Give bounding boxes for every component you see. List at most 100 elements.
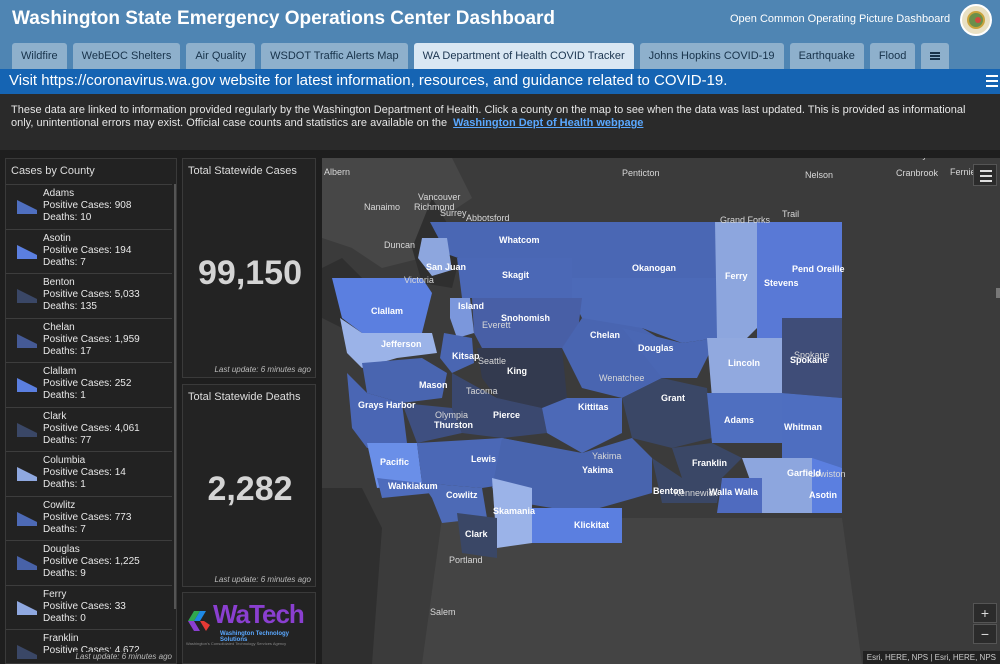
map-layer-list-button[interactable]: [973, 164, 997, 186]
county-list-item[interactable]: Ferry Positive Cases: 33 Deaths: 0: [6, 584, 172, 630]
county-list-item[interactable]: Clallam Positive Cases: 252 Deaths: 1: [6, 362, 172, 407]
county-deaths: Deaths: 10: [43, 212, 92, 223]
map-city-label: Surrey: [440, 208, 467, 218]
county-list-item[interactable]: Douglas Positive Cases: 1,225 Deaths: 9: [6, 540, 172, 585]
county-symbol-icon: [17, 200, 37, 214]
county-kitsap: [440, 333, 474, 373]
covid-county-map[interactable]: Penticton Nelson Cranbrook Fernie Albern…: [322, 158, 1000, 664]
map-county-label: Jefferson: [381, 339, 422, 349]
county-list-item[interactable]: Columbia Positive Cases: 14 Deaths: 1: [6, 451, 172, 496]
watech-logo-card[interactable]: WaTech Washington Technology Solutions W…: [182, 592, 316, 664]
map-county-label: Clark: [465, 529, 489, 539]
map-city-label: Duncan: [384, 240, 415, 250]
county-skamania: [492, 478, 532, 548]
county-symbol-icon: [17, 422, 37, 437]
map-scroll-indicator: [996, 288, 1000, 298]
map-city-label: Victoria: [404, 275, 434, 285]
county-list-item[interactable]: Adams Positive Cases: 908 Deaths: 10: [6, 184, 172, 229]
county-deaths: Deaths: 9: [43, 568, 86, 579]
map-county-label: Benton: [653, 486, 684, 496]
county-polygons: [332, 222, 842, 558]
tab-johns-hopkins[interactable]: Johns Hopkins COVID-19: [639, 43, 784, 69]
county-wahkiakum: [377, 478, 432, 498]
county-name: Franklin: [43, 633, 79, 644]
county-symbol-icon: [17, 289, 37, 303]
tab-webeoc-shelters[interactable]: WebEOC Shelters: [72, 43, 181, 69]
county-name: Asotin: [43, 232, 71, 244]
county-klickitat: [532, 508, 622, 543]
tab-air-quality[interactable]: Air Quality: [186, 43, 256, 69]
total-cases-value: 99,150: [198, 254, 302, 292]
county-thurston: [402, 403, 462, 443]
tab-wildfire[interactable]: Wildfire: [12, 43, 67, 69]
map-city-label: Grand Forks: [720, 215, 771, 225]
county-list-item[interactable]: Asotin Positive Cases: 194 Deaths: 7: [6, 228, 172, 274]
county-okanogan: [562, 222, 717, 343]
county-symbol-icon: [17, 378, 37, 392]
county-list-item[interactable]: Clark Positive Cases: 4,061 Deaths: 77: [6, 406, 172, 452]
county-positive-cases: Positive Cases: 33: [43, 600, 126, 612]
county-deaths: Deaths: 17: [43, 345, 92, 357]
map-county-label: Asotin: [809, 490, 837, 500]
dashboard-title: Washington State Emergency Operations Ce…: [12, 8, 556, 29]
county-list-item[interactable]: Cowlitz Positive Cases: 773 Deaths: 7: [6, 495, 172, 541]
county-list-item[interactable]: Chelan Positive Cases: 1,959 Deaths: 17: [6, 317, 172, 363]
tab-doh-covid-tracker[interactable]: WA Department of Health COVID Tracker: [413, 43, 634, 69]
map-city-label: Cranbrook: [896, 168, 939, 178]
tab-bar: Wildfire WebEOC Shelters Air Quality WSD…: [12, 43, 955, 69]
county-deaths: Deaths: 1: [43, 479, 86, 490]
cases-by-county-panel: Cases by County Adams Positive Cases: 908…: [5, 158, 177, 664]
announcement-text: Visit https://coronavirus.wa.gov website…: [9, 72, 728, 89]
doh-webpage-link[interactable]: Washington Dept of Health webpage: [453, 117, 644, 129]
zoom-out-button[interactable]: −: [973, 624, 997, 644]
county-list-item[interactable]: Franklin Positive Cases: 4,672: [6, 629, 172, 663]
watech-logo-tagline: Washington's Consolidated Technology Ser…: [186, 641, 287, 646]
county-list-item[interactable]: Benton Positive Cases: 5,033 Deaths: 135: [6, 273, 172, 318]
county-grays-harbor: [347, 373, 407, 448]
map-county-label: Lincoln: [728, 358, 760, 368]
county-skagit: [457, 258, 572, 298]
tab-wsdot-traffic[interactable]: WSDOT Traffic Alerts Map: [261, 43, 408, 69]
map-city-label: Yakima: [592, 451, 621, 461]
county-whitman: [782, 393, 842, 468]
map-city-label: Seattle: [478, 356, 506, 366]
county-list: Adams Positive Cases: 908 Deaths: 10 Asotin…: [6, 184, 172, 663]
map-canvas[interactable]: Penticton Nelson Cranbrook Fernie Albern…: [322, 158, 1000, 664]
map-city-label: Lewiston: [810, 469, 846, 479]
county-symbol-icon: [17, 600, 37, 615]
map-attribution: Esri, HERE, NPS | Esri, HERE, NPS: [862, 651, 1000, 664]
county-name: Chelan: [43, 321, 75, 333]
county-grant: [622, 378, 712, 448]
county-name: Columbia: [43, 455, 86, 466]
county-symbol-icon: [17, 645, 37, 659]
list-icon: [930, 52, 941, 60]
county-symbol-icon: [17, 244, 37, 259]
map-county-label: San Juan: [426, 262, 466, 272]
zoom-in-button[interactable]: +: [973, 603, 997, 623]
map-county-label: Whatcom: [499, 235, 540, 245]
tab-more-list[interactable]: [921, 43, 950, 69]
county-kittitas: [542, 398, 622, 453]
county-name: Adams: [43, 188, 75, 199]
map-county-label: Grays Harbor: [358, 400, 416, 410]
map-county-label: Chelan: [590, 330, 620, 340]
county-positive-cases: Positive Cases: 5,033: [43, 289, 140, 300]
county-list-scrollbar[interactable]: [174, 184, 176, 609]
watech-mark-icon: [188, 611, 210, 631]
map-county-label: Kittitas: [578, 402, 609, 412]
county-name: Douglas: [43, 544, 80, 555]
map-county-label: Kitsap: [452, 351, 480, 361]
map-county-label: Okanogan: [632, 263, 676, 273]
hamburger-icon[interactable]: [986, 74, 998, 88]
tab-earthquake[interactable]: Earthquake: [789, 43, 864, 69]
map-county-label: Thurston: [434, 420, 473, 430]
county-mason: [362, 358, 447, 403]
tab-flood[interactable]: Flood: [869, 43, 916, 69]
county-name: Cowlitz: [43, 499, 76, 511]
map-county-label: Grant: [661, 393, 685, 403]
county-positive-cases: Positive Cases: 194: [43, 244, 132, 256]
map-county-label: Whitman: [784, 422, 822, 432]
total-deaths-value: 2,282: [207, 470, 293, 508]
total-deaths-title: Total Statewide Deaths: [188, 391, 301, 403]
total-cases-title: Total Statewide Cases: [188, 165, 297, 177]
